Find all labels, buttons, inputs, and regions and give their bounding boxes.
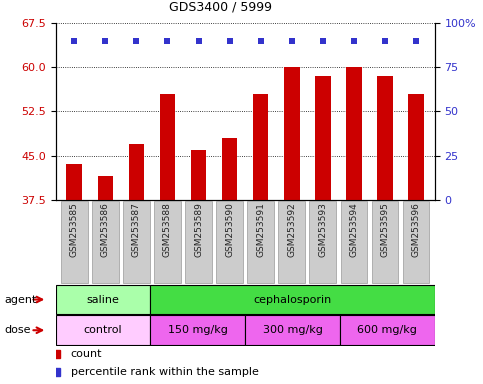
Text: 150 mg/kg: 150 mg/kg [168, 325, 227, 335]
Bar [310, 200, 336, 283]
Bar [56, 316, 150, 345]
Bar [191, 150, 206, 200]
Text: GSM253596: GSM253596 [412, 202, 421, 257]
Bar [128, 144, 144, 200]
Bar [92, 200, 119, 283]
Bar [123, 200, 150, 283]
Bar [216, 200, 243, 283]
Bar [284, 67, 299, 200]
Text: count: count [71, 349, 102, 359]
Text: GSM253595: GSM253595 [381, 202, 389, 257]
Text: percentile rank within the sample: percentile rank within the sample [71, 366, 258, 377]
Point [381, 38, 389, 44]
Text: GSM253589: GSM253589 [194, 202, 203, 257]
Bar [154, 200, 181, 283]
Text: GSM253594: GSM253594 [349, 202, 358, 257]
Point [164, 38, 171, 44]
Text: GDS3400 / 5999: GDS3400 / 5999 [169, 0, 272, 13]
Bar [185, 200, 212, 283]
Bar [160, 94, 175, 200]
Bar [150, 285, 435, 314]
Bar [341, 200, 367, 283]
Bar [346, 67, 362, 200]
Bar [247, 200, 274, 283]
Text: GSM253593: GSM253593 [318, 202, 327, 257]
Point [319, 38, 327, 44]
Bar [371, 200, 398, 283]
Bar [56, 285, 150, 314]
Text: GSM253585: GSM253585 [70, 202, 79, 257]
Text: GSM253592: GSM253592 [287, 202, 296, 257]
Bar [408, 94, 424, 200]
Text: GSM253587: GSM253587 [132, 202, 141, 257]
Text: GSM253588: GSM253588 [163, 202, 172, 257]
Point [350, 38, 358, 44]
Text: 600 mg/kg: 600 mg/kg [357, 325, 417, 335]
Text: dose: dose [5, 325, 31, 335]
Bar [150, 316, 245, 345]
Point [226, 38, 233, 44]
Bar [403, 200, 429, 283]
Point [412, 38, 420, 44]
Bar [98, 176, 113, 200]
Point [195, 38, 202, 44]
Text: cephalosporin: cephalosporin [254, 295, 332, 305]
Bar [340, 316, 435, 345]
Text: agent: agent [5, 295, 37, 305]
Bar [245, 316, 340, 345]
Bar [253, 94, 269, 200]
Text: control: control [84, 325, 122, 335]
Bar [278, 200, 305, 283]
Bar [377, 76, 393, 200]
Bar [315, 76, 330, 200]
Text: 300 mg/kg: 300 mg/kg [263, 325, 323, 335]
Point [257, 38, 265, 44]
Text: GSM253590: GSM253590 [225, 202, 234, 257]
Bar [67, 164, 82, 200]
Bar [61, 200, 87, 283]
Bar [222, 138, 237, 200]
Point [132, 38, 140, 44]
Point [288, 38, 296, 44]
Text: GSM253591: GSM253591 [256, 202, 265, 257]
Text: saline: saline [86, 295, 119, 305]
Point [71, 38, 78, 44]
Text: GSM253586: GSM253586 [101, 202, 110, 257]
Point [101, 38, 109, 44]
